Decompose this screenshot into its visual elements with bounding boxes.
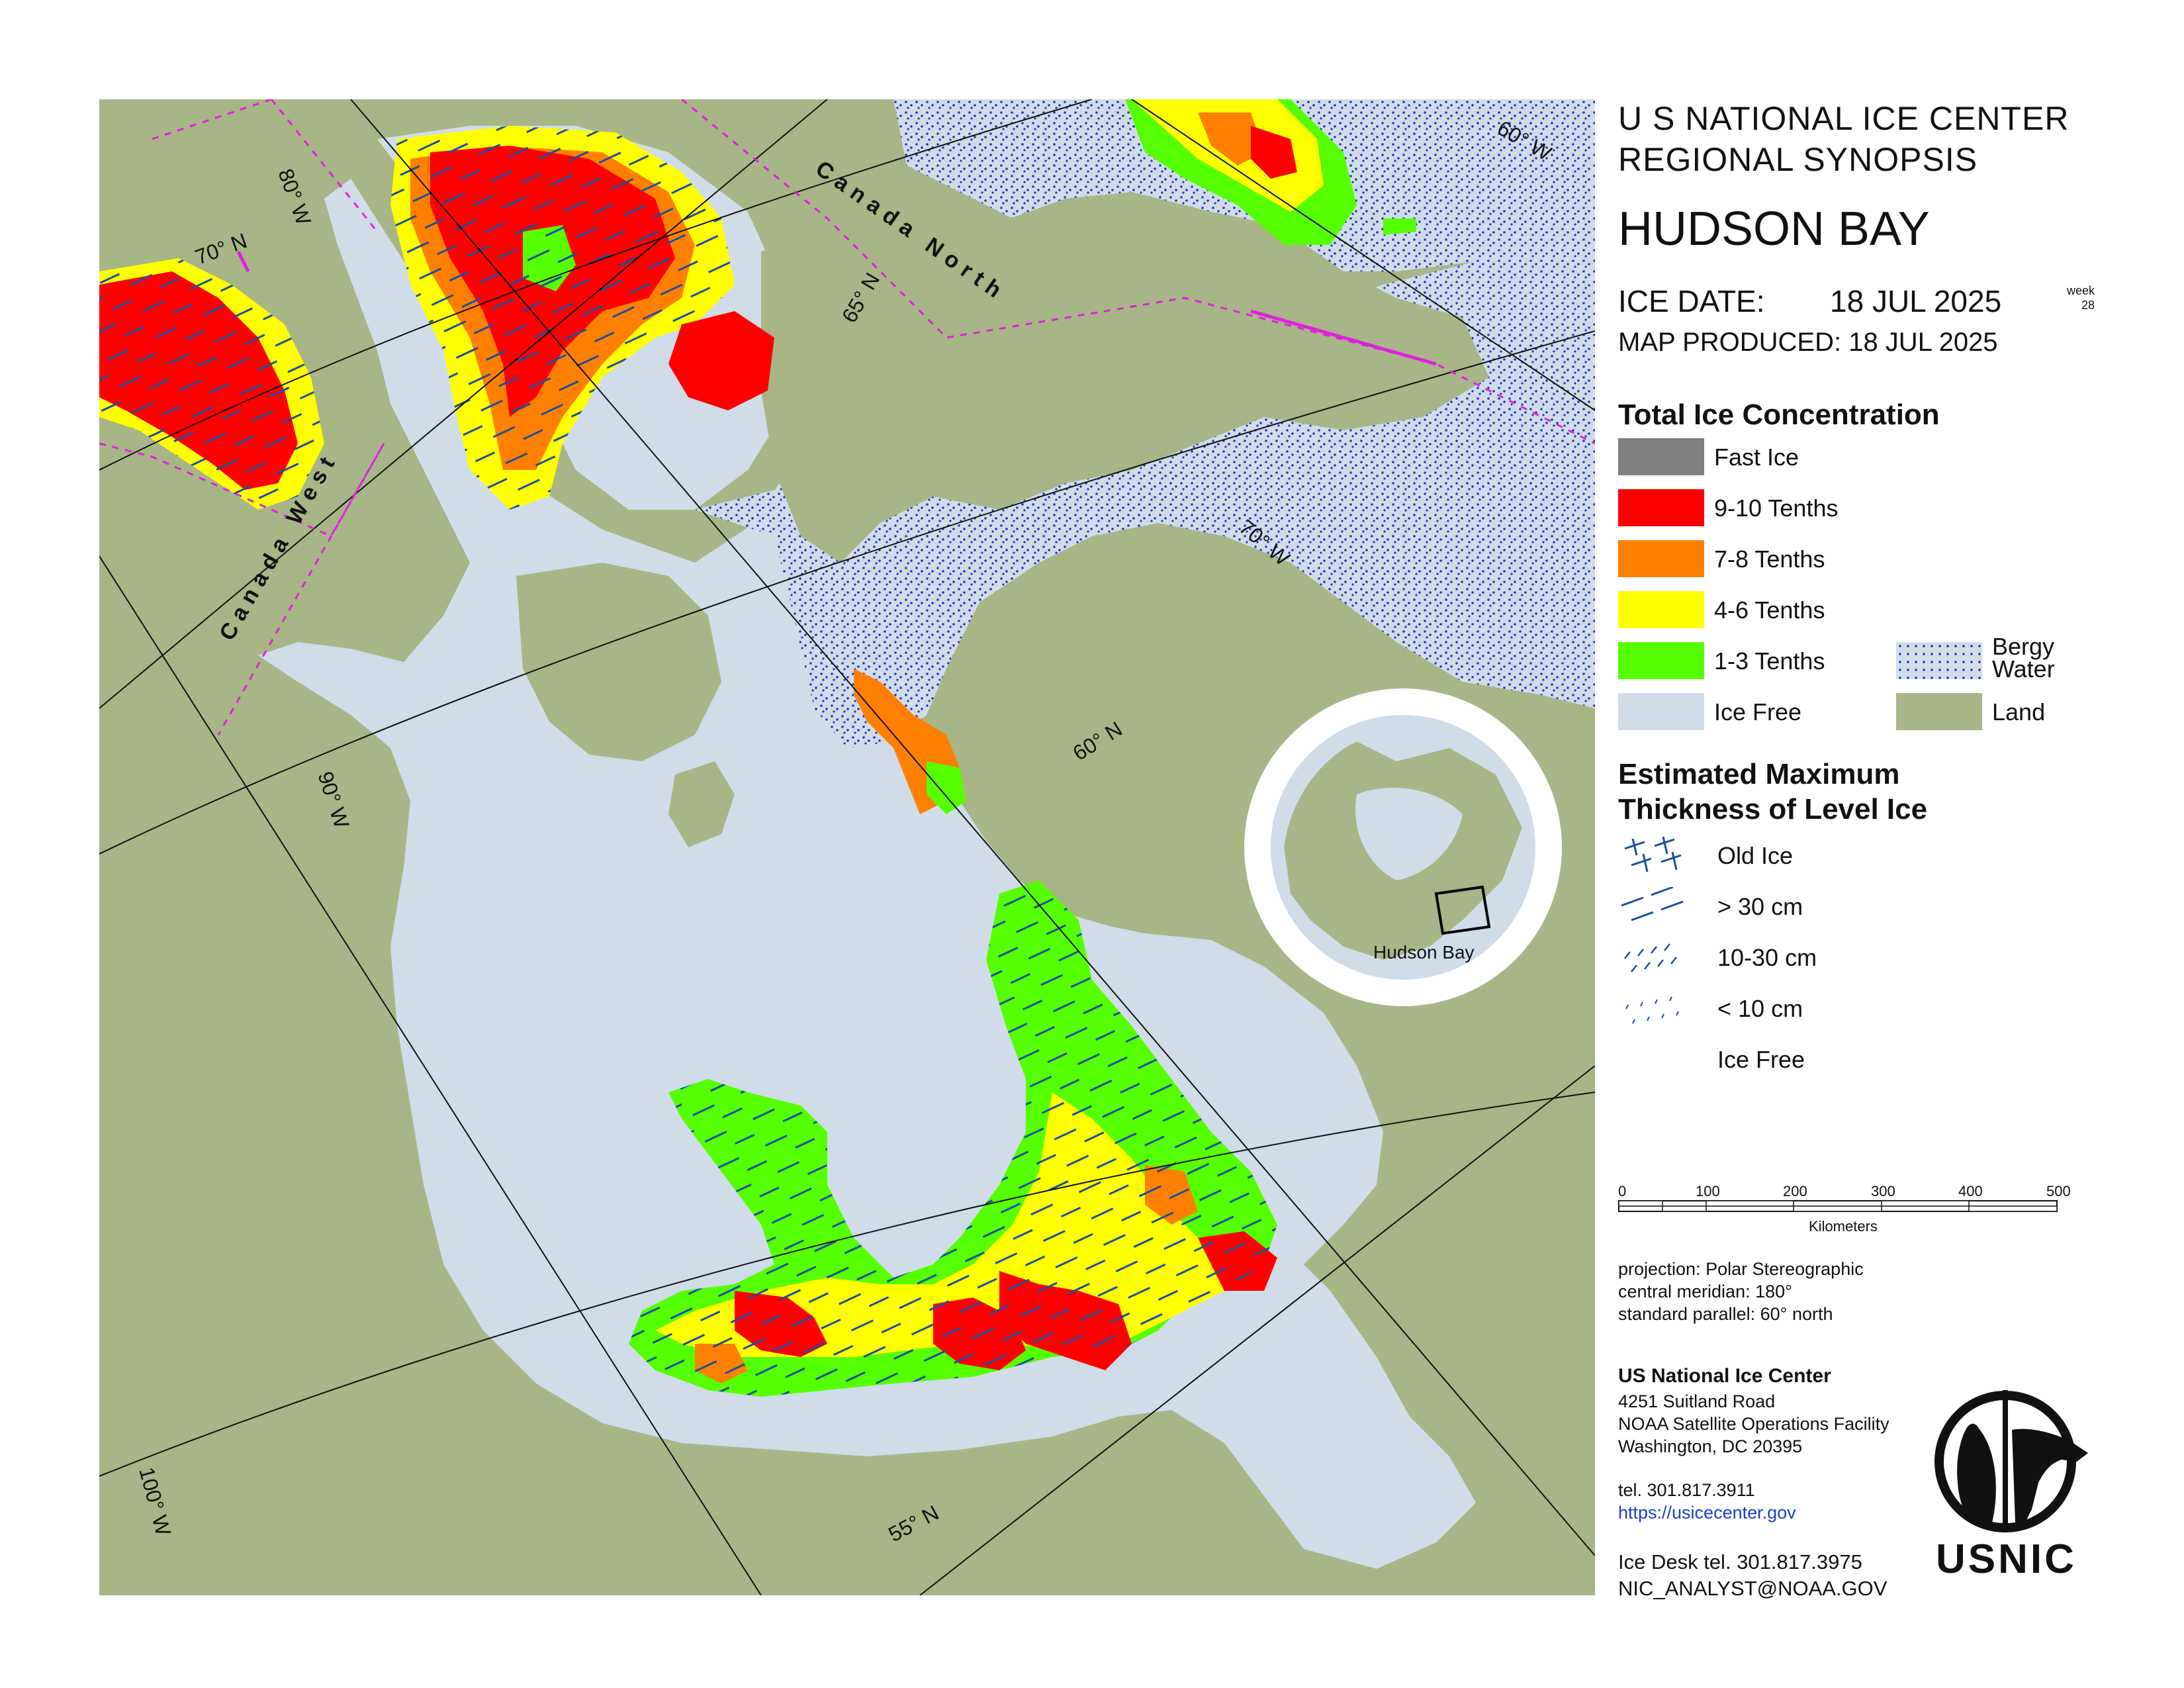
contact-address1: 4251 Suitland Road — [1618, 1391, 1776, 1411]
swatch-9-10 — [1618, 489, 1704, 526]
label-lt-10cm: < 10 cm — [1717, 995, 1803, 1022]
dot-dash-icon — [1625, 996, 1679, 1024]
swatch-1-3 — [1618, 642, 1704, 679]
projection-line1: projection: Polar Stereographic — [1618, 1259, 1864, 1279]
scale-tick-0: 0 — [1618, 1183, 1627, 1199]
label-ice-free: Ice Free — [1714, 698, 1802, 726]
label-gt-30cm: > 30 cm — [1717, 893, 1803, 920]
ice-foxe-basin — [390, 126, 774, 510]
contact-org: US National Ice Center — [1618, 1365, 1831, 1387]
swatch-4-6 — [1618, 591, 1704, 628]
scale-unit: Kilometers — [1809, 1218, 1878, 1235]
southampton-island — [516, 563, 721, 761]
ice-southern-hudson-bay — [629, 880, 1277, 1397]
page-title: HUDSON BAY — [1618, 203, 1930, 256]
inset-globe: Hudson Bay — [1244, 688, 1562, 1006]
swatch-ice-free — [1618, 693, 1704, 730]
swatch-fast-ice — [1618, 438, 1704, 475]
label-thickness-ice-free: Ice Free — [1717, 1046, 1805, 1073]
week-label: week — [2066, 284, 2095, 297]
contact-address2: NOAA Satellite Operations Facility — [1618, 1414, 1889, 1434]
contact-email[interactable]: NIC_ANALYST@NOAA.GOV — [1618, 1577, 1888, 1600]
label-old-ice: Old Ice — [1717, 842, 1794, 869]
ungava-land — [993, 563, 1410, 880]
region-boundaries-solid — [236, 250, 1437, 366]
week-number: 28 — [2081, 299, 2095, 312]
usnic-logo-icon — [1934, 1390, 2088, 1532]
scale-tick-100: 100 — [1696, 1183, 1720, 1199]
contact-address3: Washington, DC 20395 — [1618, 1436, 1803, 1456]
label-4-6: 4-6 Tenths — [1714, 596, 1825, 624]
ice-northwest — [99, 258, 324, 510]
label-10-30cm: 10-30 cm — [1717, 944, 1817, 971]
graticule — [99, 99, 1595, 1595]
ice-map: 55° N 60° N 65° N 70° N 70° W 60° W 80° … — [99, 99, 1595, 1595]
long-dash-icon — [1621, 887, 1684, 921]
label-1-3: 1-3 Tenths — [1714, 647, 1825, 675]
projection-line3: standard parallel: 60° north — [1618, 1304, 1833, 1324]
contact-desk-tel: Ice Desk tel. 301.817.3975 — [1618, 1550, 1862, 1573]
ice-date-value: 18 JUL 2025 — [1830, 284, 2002, 318]
baffin-land — [761, 192, 1489, 563]
scale-tick-300: 300 — [1871, 1183, 1895, 1199]
inset-region-box — [1434, 885, 1491, 935]
concentration-title: Total Ice Concentration — [1618, 399, 1940, 431]
crosshatch-dash-icon — [1624, 836, 1682, 872]
swatch-bergy-water — [1896, 642, 1982, 679]
thickness-title-2: Thickness of Level Ice — [1618, 793, 1928, 825]
legend-panel: U S NATIONAL ICE CENTER REGIONAL SYNOPSI… — [1618, 99, 2174, 1600]
short-dash-icon — [1624, 943, 1677, 972]
label-bergy-1: Bergy — [1992, 633, 2055, 660]
label-9-10: 9-10 Tenths — [1714, 494, 1839, 522]
inset-label: Hudson Bay — [1373, 942, 1475, 962]
label-land: Land — [1992, 698, 2046, 726]
scale-tick-400: 400 — [1958, 1183, 1983, 1199]
projection-line2: central meridian: 180° — [1618, 1282, 1792, 1301]
swatch-land — [1896, 693, 1982, 730]
ice-date-label: ICE DATE: — [1618, 284, 1765, 318]
contact-url-link[interactable]: https://usicecenter.gov — [1618, 1503, 1796, 1523]
label-bergy-2: Water — [1992, 655, 2055, 682]
thickness-title-1: Estimated Maximum — [1618, 758, 1900, 790]
scale-tick-200: 200 — [1783, 1183, 1807, 1199]
header-line1: U S NATIONAL ICE CENTER — [1618, 100, 2070, 137]
usnic-logo-text: USNIC — [1936, 1536, 2077, 1582]
swatch-7-8 — [1618, 540, 1704, 577]
label-fast-ice: Fast Ice — [1714, 444, 1799, 471]
coats-island — [668, 761, 735, 847]
map-produced: MAP PRODUCED: 18 JUL 2025 — [1618, 328, 1998, 357]
header-line2: REGIONAL SYNOPSIS — [1618, 141, 1978, 178]
ice-strait — [854, 669, 966, 814]
region-boundaries — [99, 99, 1595, 735]
contact-tel: tel. 301.817.3911 — [1618, 1480, 1755, 1500]
label-7-8: 7-8 Tenths — [1714, 545, 1825, 573]
scale-tick-500: 500 — [2046, 1183, 2071, 1199]
